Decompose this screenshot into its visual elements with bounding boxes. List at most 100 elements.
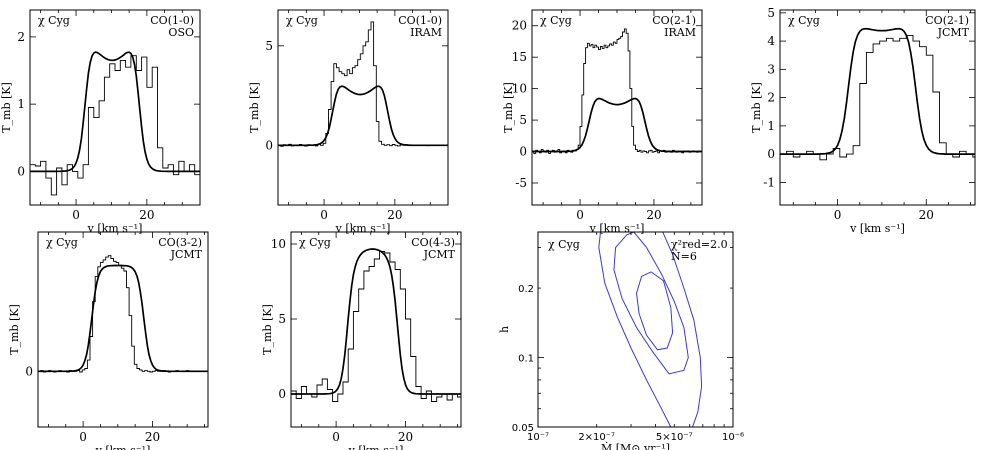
source-name: χ Cyg: [548, 238, 580, 251]
contour-outer: [598, 232, 672, 427]
observed-spectrum: [278, 21, 448, 147]
panel-1: 0 20 0 1 2 v [km s⁻¹] T_mb [K] χ Cyg CO(1-0)OSO: [0, 9, 201, 235]
plot-frame: [779, 9, 976, 206]
telescope-label: IRAM: [664, 26, 696, 39]
y-axis-label: T_mb [K]: [502, 82, 515, 133]
y-tick-label: 2: [17, 30, 25, 44]
x-tick-label: 5×10⁻⁷: [656, 432, 693, 443]
x-tick-label: 10⁻⁷: [527, 432, 549, 443]
transition-label: CO(1-0): [150, 14, 194, 27]
y-tick-label: 0: [278, 387, 286, 401]
observed-spectrum: [38, 255, 208, 373]
x-tick-label: 20: [919, 208, 934, 222]
x-axis-label: v [km s⁻¹]: [348, 444, 404, 450]
x-tick-label: 20: [387, 208, 402, 222]
transition-label: CO(2-1): [652, 14, 696, 27]
x-axis-label: v [km s⁻¹]: [849, 222, 905, 235]
x-tick-label: 0: [576, 208, 584, 222]
telescope-label: IRAM: [410, 26, 442, 39]
y-tick-label: -1: [763, 175, 775, 189]
x-tick-label: 0: [320, 208, 328, 222]
source-name: χ Cyg: [788, 14, 820, 27]
contour-outer-right: [662, 232, 703, 427]
y-tick-label: 3: [767, 62, 775, 76]
observed-spectrum: [780, 34, 975, 161]
y-tick-label: 15: [512, 50, 527, 64]
model-spectrum: [38, 264, 208, 373]
y-axis-label: T_mb [K]: [750, 82, 763, 133]
transition-label: CO(4-3): [411, 236, 455, 249]
y-tick-label: 10: [271, 237, 286, 251]
y-tick-label: 1: [17, 97, 25, 111]
observed-spectrum: [30, 55, 200, 196]
x-tick-label: 0: [79, 430, 87, 444]
source-name: χ Cyg: [540, 14, 572, 27]
telescope-label: JCMT: [423, 248, 456, 261]
x-axis-label: Ṁ [M⊙ yr⁻¹]: [601, 441, 670, 450]
y-tick-label: 0: [519, 145, 527, 159]
observed-spectrum: [532, 28, 702, 154]
transition-label: CO(1-0): [398, 14, 442, 27]
panel-7: 10⁻⁷ 2×10⁻⁷ 5×10⁻⁷ 10⁻⁶ 0.05 0.1 0.2 Ṁ [M⊙ yr⁻¹…: [498, 231, 744, 450]
plot-frame: [277, 9, 449, 206]
contours: [598, 232, 703, 427]
x-tick-label: 2×10⁻⁷: [578, 432, 615, 443]
panel-2: 0 20 0 5 v [km s⁻¹] T_mb [K] χ Cyg CO(1-0)IRAM: [248, 9, 449, 235]
x-tick-label: 0: [332, 430, 340, 444]
y-tick-label: 0.05: [512, 423, 534, 434]
x-tick-label: 0: [72, 208, 80, 222]
panel-4: 0 20 -1 0 1 2 3 4 5 v [km s⁻¹] T_mb [K] χ Cyg CO(2-1…: [750, 6, 976, 235]
y-tick-label: 20: [512, 19, 527, 33]
chi2-label: χ²red=2.0: [671, 238, 728, 251]
x-tick-label: 20: [139, 208, 154, 222]
panel-6: 0 20 0 5 10 v [km s⁻¹] T_mb [K] χ Cyg CO(4-3)JCM…: [261, 231, 462, 450]
source-name: χ Cyg: [46, 236, 78, 249]
y-tick-label: 5: [278, 312, 286, 326]
y-tick-label: 5: [265, 39, 273, 53]
x-axis-label: v [km s⁻¹]: [95, 444, 151, 450]
model-spectrum: [532, 97, 702, 153]
y-tick-label: 0.1: [518, 354, 534, 365]
y-tick-label: 0: [265, 138, 273, 152]
y-tick-label: 2: [767, 91, 775, 105]
x-tick-label: 20: [646, 208, 661, 222]
y-tick-label: 0.2: [518, 284, 534, 295]
x-tick-label: 0: [834, 208, 842, 222]
y-tick-label: 10: [512, 82, 527, 96]
model-spectrum: [278, 85, 448, 147]
y-axis-label: T_mb [K]: [261, 304, 274, 355]
transition-label: CO(3-2): [158, 236, 202, 249]
y-tick-label: 0: [25, 364, 33, 378]
x-tick-label: 20: [398, 430, 413, 444]
telescope-label: JCMT: [170, 248, 203, 261]
y-axis-label: T_mb [K]: [248, 82, 261, 133]
plot-frame: [37, 231, 209, 428]
contour-middle: [613, 232, 689, 375]
x-axis-label: v [km s⁻¹]: [335, 222, 391, 235]
y-axis-label: T_mb [K]: [0, 82, 13, 133]
y-axis-label: T_mb [K]: [8, 304, 21, 355]
model-spectrum: [780, 27, 975, 155]
y-tick-label: 1: [767, 119, 775, 133]
model-spectrum: [30, 51, 200, 173]
telescope-label: JCMT: [937, 26, 970, 39]
y-axis-label: h: [498, 326, 511, 333]
y-tick-label: 0: [17, 164, 25, 178]
plot-frame: [29, 9, 201, 206]
transition-label: CO(2-1): [925, 14, 969, 27]
x-axis-label: v [km s⁻¹]: [87, 222, 143, 235]
source-name: χ Cyg: [286, 14, 318, 27]
model-spectrum: [291, 248, 461, 395]
y-tick-label: 5: [767, 6, 775, 20]
n-label: N=6: [671, 250, 697, 263]
x-tick-label: 10⁻⁶: [722, 432, 744, 443]
y-tick-label: 4: [767, 34, 775, 48]
plot-frame: [537, 231, 734, 428]
source-name: χ Cyg: [38, 14, 70, 27]
y-tick-label: 5: [519, 113, 527, 127]
y-tick-label: 0: [767, 147, 775, 161]
panel-5: 0 20 0 v [km s⁻¹] T_mb [K] χ Cyg CO(3-2)JCMT: [8, 231, 209, 450]
x-tick-label: 20: [145, 430, 160, 444]
